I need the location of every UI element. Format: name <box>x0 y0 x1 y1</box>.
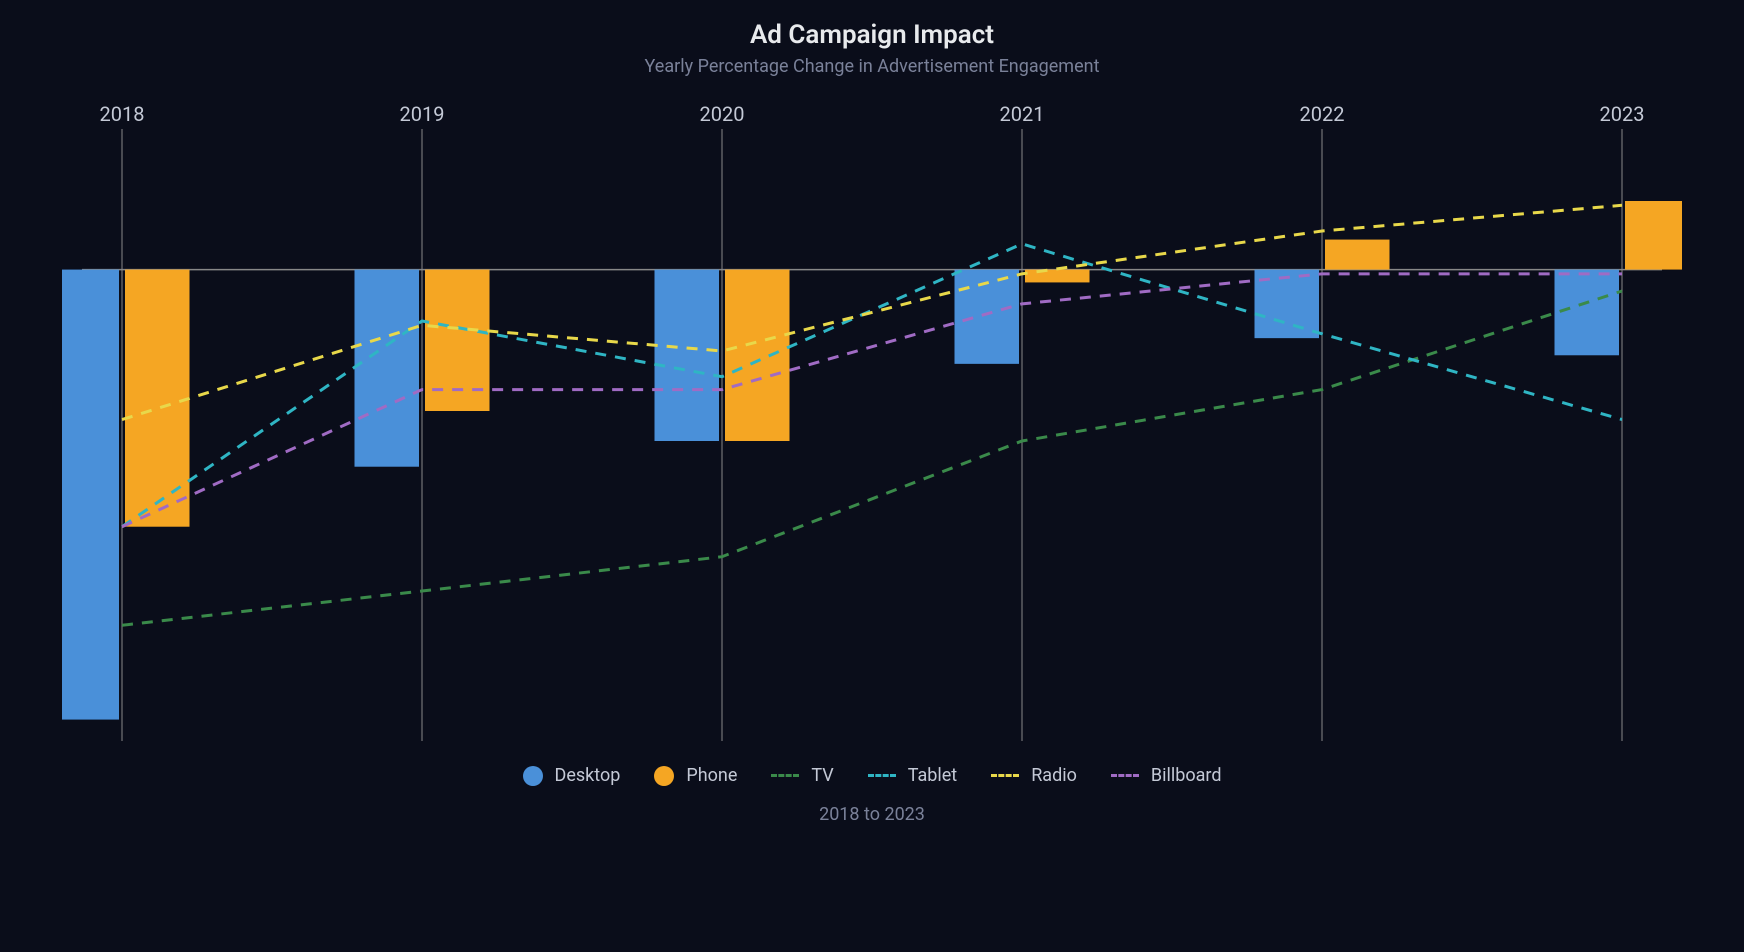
legend-label: Desktop <box>555 765 621 786</box>
legend-swatch-dash <box>1111 774 1139 777</box>
legend-item-desktop[interactable]: Desktop <box>523 765 621 786</box>
chart-legend: Desktop Phone TV Tablet Radio Billboard <box>523 765 1222 786</box>
bar-phone <box>1025 270 1090 283</box>
legend-label: TV <box>811 765 833 786</box>
x-axis-label: 2018 <box>100 102 145 126</box>
chart-footer: 2018 to 2023 <box>819 804 925 825</box>
legend-item-billboard[interactable]: Billboard <box>1111 765 1222 786</box>
chart-title: Ad Campaign Impact <box>750 20 994 50</box>
line-radio <box>122 205 1622 419</box>
legend-swatch-dash <box>868 774 896 777</box>
line-tablet <box>122 244 1622 527</box>
legend-item-phone[interactable]: Phone <box>654 765 737 786</box>
legend-swatch-dash <box>991 774 1019 777</box>
legend-label: Billboard <box>1151 765 1222 786</box>
legend-label: Tablet <box>908 765 957 786</box>
chart-subtitle: Yearly Percentage Change in Advertisemen… <box>645 56 1100 77</box>
legend-item-tablet[interactable]: Tablet <box>868 765 957 786</box>
legend-swatch-circle <box>654 766 674 786</box>
x-axis-label: 2020 <box>700 102 745 126</box>
bar-desktop <box>62 270 119 720</box>
legend-item-radio[interactable]: Radio <box>991 765 1077 786</box>
bar-desktop <box>355 270 420 467</box>
legend-swatch-dash <box>771 774 799 777</box>
legend-swatch-circle <box>523 766 543 786</box>
bar-phone <box>1625 201 1682 270</box>
bar-phone <box>1325 240 1390 270</box>
x-axis-label: 2022 <box>1300 102 1345 126</box>
bar-desktop <box>655 270 720 441</box>
line-tv <box>122 291 1622 625</box>
bar-desktop <box>1555 270 1620 356</box>
x-axis-label: 2023 <box>1600 102 1645 126</box>
legend-label: Radio <box>1031 765 1077 786</box>
bar-phone <box>725 270 790 441</box>
chart-plot: 2018 2019 2020 2021 2022 2023 <box>62 91 1682 751</box>
x-axis-label: 2021 <box>1000 102 1045 126</box>
legend-label: Phone <box>686 765 737 786</box>
chart-container: Ad Campaign Impact Yearly Percentage Cha… <box>0 0 1744 952</box>
x-axis-label: 2019 <box>400 102 445 126</box>
legend-item-tv[interactable]: TV <box>771 765 833 786</box>
